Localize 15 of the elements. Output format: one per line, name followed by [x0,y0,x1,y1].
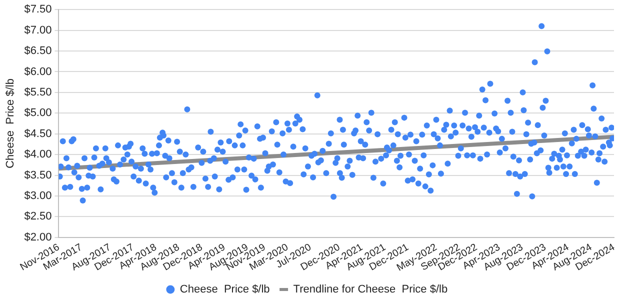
y-tick-label: $4.50 [24,128,52,140]
y-axis-title: Cheese Price $/lb [4,78,17,168]
y-tick-label: $7.00 [24,24,52,36]
y-tick-label: $3.50 [24,169,52,182]
y-tick-label: $2.50 [24,210,52,223]
legend-label: Cheese Price $/lb [180,284,270,296]
y-tick-label: $7.50 [24,4,52,16]
legend-label: Trendline for Cheese Price $/lb [293,284,448,296]
y-tick-label: $6.00 [24,66,52,78]
y-tick-label: $6.50 [24,45,52,58]
y-tick-label: $4.00 [24,148,52,161]
y-tick-label: $5.50 [24,86,52,98]
y-tick-label: $3.00 [24,190,52,202]
y-tick-label: $5.00 [24,107,52,120]
y-tick-label: $2.00 [24,231,52,244]
